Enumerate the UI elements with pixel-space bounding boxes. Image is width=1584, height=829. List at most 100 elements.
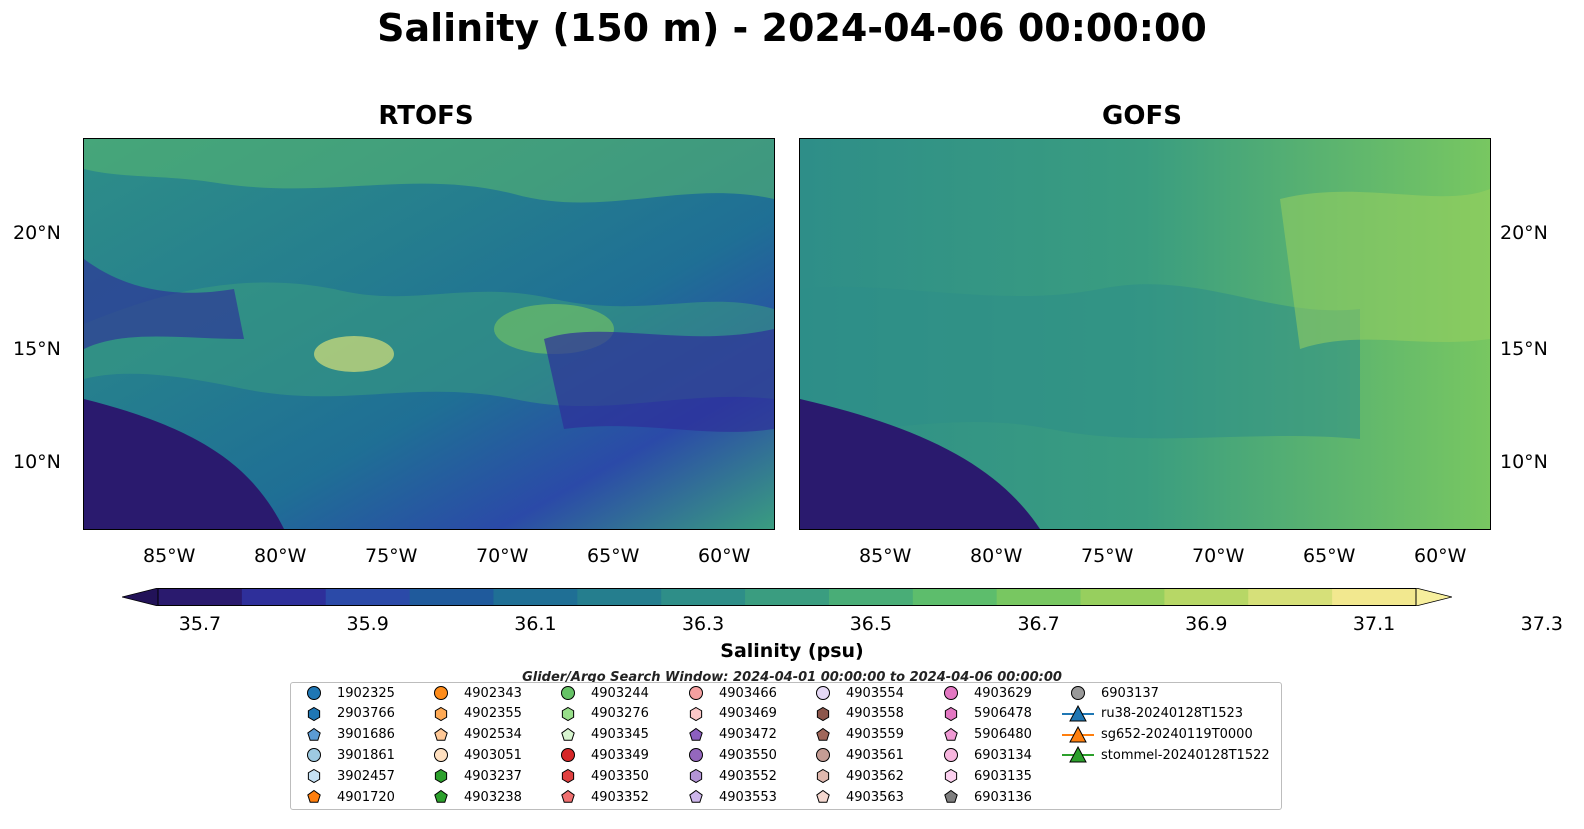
legend-marker-icon: [944, 748, 958, 763]
legend-marker-icon: [1062, 746, 1094, 763]
lat-tick-15n-left: 15°N: [13, 338, 61, 360]
legend-item-label: 4903629: [974, 685, 1032, 701]
legend-item: 4903552: [679, 766, 777, 786]
legend-marker-icon: [689, 748, 703, 763]
lon-tick-60w-right: 60°W: [1414, 545, 1467, 567]
lon-tick-80w-left: 80°W: [254, 545, 307, 567]
legend-item: 4903276: [551, 704, 649, 724]
legend-item: 4902355: [424, 704, 522, 724]
colorbar-tick-label: 37.3: [1520, 613, 1563, 635]
colorbar-tick-label: 36.3: [681, 613, 725, 635]
legend-item: 3901861: [297, 745, 395, 765]
legend-item-label: 4903349: [591, 747, 649, 763]
legend-marker-icon: [307, 727, 321, 741]
legend-marker-icon: [434, 789, 448, 803]
colorbar-segment: [158, 588, 243, 606]
legend-marker-icon: [434, 748, 448, 763]
legend-item-label: 4902343: [464, 685, 522, 701]
legend-item: 4903345: [551, 725, 649, 745]
legend-marker-icon: [307, 686, 321, 700]
legend-item-label: 4903276: [591, 706, 649, 722]
legend-item: 5906478: [934, 704, 1032, 724]
legend-item-label: 4903352: [591, 789, 649, 805]
legend-item-label: 3901686: [337, 727, 395, 743]
legend-item-label: 6903136: [974, 789, 1032, 805]
legend-item-label: 3902457: [337, 768, 395, 784]
legend-marker-icon: [689, 769, 703, 784]
legend-item: 4901720: [297, 787, 395, 807]
legend-item: 4903550: [679, 745, 777, 765]
colorbar-label: Salinity (psu): [720, 640, 864, 662]
colorbar-segment: [409, 588, 494, 606]
lon-tick-65w-right: 65°W: [1303, 545, 1356, 567]
colorbar-segment: [1080, 588, 1165, 606]
colorbar-segment: [493, 588, 578, 606]
legend-marker-icon: [689, 789, 703, 803]
legend-marker-icon: [307, 789, 321, 803]
legend-item-label: 4903553: [719, 789, 777, 805]
colorbar-segment: [745, 588, 830, 606]
legend-item-label: 4902355: [464, 706, 522, 722]
legend-item-label: 4901720: [337, 789, 395, 805]
legend-marker-icon: [1071, 686, 1085, 700]
legend-item: 4903350: [551, 766, 649, 786]
legend-item-label: 4903550: [719, 747, 777, 763]
legend-item: 4903352: [551, 787, 649, 807]
legend-item-label: 4903350: [591, 768, 649, 784]
map-gofs[interactable]: [799, 138, 1491, 530]
legend-item: 4903237: [424, 766, 522, 786]
legend-marker-icon: [944, 706, 958, 721]
legend-marker-icon: [944, 789, 958, 803]
legend-marker-icon: [816, 686, 830, 700]
legend-item-label: 3901861: [337, 747, 395, 763]
colorbar-extend-max: [1415, 588, 1452, 606]
lat-tick-10n-left: 10°N: [13, 451, 61, 473]
legend-marker-icon: [944, 769, 958, 784]
legend-item-label: 6903135: [974, 768, 1032, 784]
legend-marker-icon: [434, 686, 448, 700]
lon-tick-70w-right: 70°W: [1192, 545, 1245, 567]
legend-item: 4903563: [806, 787, 904, 807]
legend-item: 3902457: [297, 766, 395, 786]
legend-item: 6903135: [934, 766, 1032, 786]
legend-item-label: 4903552: [719, 768, 777, 784]
legend-item-label: 4903554: [846, 685, 904, 701]
colorbar-segment: [1332, 588, 1417, 606]
legend-item-label: 2903766: [337, 706, 395, 722]
search-window-text: Glider/Argo Search Window: 2024-04-01 00…: [522, 670, 1062, 685]
colorbar-outline: [157, 588, 1417, 606]
legend-item-label: 6903137: [1101, 685, 1159, 701]
colorbar-tick-label: 36.9: [1185, 613, 1228, 635]
legend-item-label: sg652-20240119T0000: [1101, 727, 1253, 743]
legend-item: 4903469: [679, 704, 777, 724]
legend-marker-icon: [561, 727, 575, 741]
legend-marker-icon: [561, 769, 575, 784]
colorbar: [122, 588, 1452, 606]
map-rtofs[interactable]: [83, 138, 775, 530]
legend-item-label: 4903562: [846, 768, 904, 784]
colorbar-tick-label: 36.5: [849, 613, 893, 635]
legend-item: 4903629: [934, 683, 1032, 703]
lon-tick-85w-left: 85°W: [143, 545, 196, 567]
lat-tick-20n-right: 20°N: [1500, 222, 1548, 244]
legend-marker-icon: [307, 769, 321, 784]
legend-item-label: stommel-20240128T1522: [1101, 747, 1270, 763]
legend-item: 2903766: [297, 704, 395, 724]
legend-item: ru38-20240128T1523: [1061, 704, 1243, 724]
legend-marker-icon: [561, 706, 575, 721]
legend-item-label: 4903238: [464, 789, 522, 805]
legend-item: 6903136: [934, 787, 1032, 807]
legend-item-label: 5906478: [974, 706, 1032, 722]
legend-marker-icon: [1062, 704, 1094, 722]
legend-marker-icon: [434, 769, 448, 784]
figure-title: Salinity (150 m) - 2024-04-06 00:00:00: [377, 6, 1207, 50]
legend-marker-icon: [434, 706, 448, 721]
legend-item: 4903561: [806, 745, 904, 765]
colorbar-extend-min: [122, 588, 159, 606]
lon-tick-65w-left: 65°W: [587, 545, 640, 567]
legend-marker-icon: [1062, 725, 1094, 743]
lat-tick-15n-right: 15°N: [1500, 338, 1548, 360]
legend-item-label: 4903559: [846, 727, 904, 743]
colorbar-segment: [1248, 588, 1333, 606]
legend-item: 4903244: [551, 683, 649, 703]
